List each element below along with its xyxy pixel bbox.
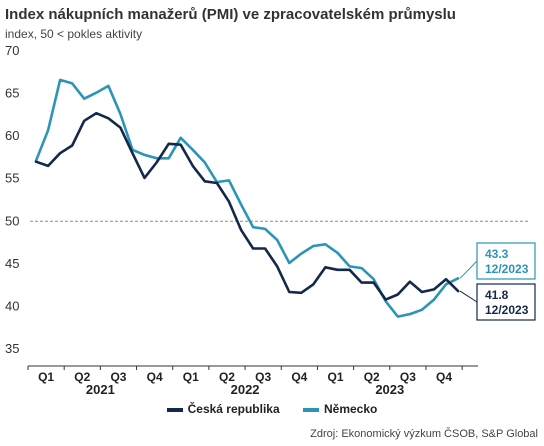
legend-label-de: Německo bbox=[324, 401, 378, 416]
callout-value-de: 43.3 bbox=[485, 247, 509, 261]
legend-item-de: Německo bbox=[303, 402, 377, 416]
legend-label-cz: Česká republika bbox=[187, 401, 280, 416]
x-tick-label-q4: Q4 bbox=[291, 370, 307, 384]
x-tick-label-q4: Q4 bbox=[147, 370, 163, 384]
x-tick-label-q4: Q4 bbox=[436, 370, 452, 384]
y-tick-label-65: 65 bbox=[5, 86, 19, 101]
legend-swatch-cz bbox=[166, 407, 183, 412]
callout-box-de bbox=[476, 242, 536, 280]
y-tick-label-35: 35 bbox=[5, 341, 19, 356]
x-year-label-2023: 2023 bbox=[375, 382, 404, 397]
callout-leader-cz bbox=[459, 290, 478, 303]
y-tick-label-55: 55 bbox=[5, 171, 19, 186]
callout-date-de: 12/2023 bbox=[485, 262, 529, 276]
legend-item-cz: Česká republika bbox=[166, 401, 280, 416]
series-line-de bbox=[34, 78, 460, 318]
x-tick-label-q3: Q3 bbox=[400, 370, 416, 384]
pmi-chart: 35 40 45 50 55 60 65 70 Q1 Q2 Q3 Q4 Q1 Q2 Q3 Q4 Q1 Q2 Q3 Q4… bbox=[5, 43, 536, 397]
callout-value-cz: 41.8 bbox=[485, 288, 509, 302]
y-tick-label-70: 70 bbox=[5, 43, 19, 58]
y-tick-label-40: 40 bbox=[5, 298, 19, 313]
callout-leader-de bbox=[459, 260, 478, 279]
y-tick-label-45: 45 bbox=[5, 256, 19, 271]
x-year-label-2021: 2021 bbox=[86, 382, 115, 397]
x-tick-label-q3: Q3 bbox=[110, 370, 126, 384]
x-tick-label-q2: Q2 bbox=[364, 370, 380, 384]
x-tick-label-q3: Q3 bbox=[255, 370, 271, 384]
series-line-cz bbox=[34, 111, 460, 301]
legend-swatch-de bbox=[303, 407, 319, 412]
x-tick-label-q2: Q2 bbox=[74, 370, 90, 384]
x-tick-label-q1: Q1 bbox=[38, 370, 54, 384]
y-tick-label-50: 50 bbox=[5, 213, 19, 228]
y-tick-label-60: 60 bbox=[5, 128, 19, 143]
source-note: Zdroj: Ekonomický výzkum ČSOB, S&P Globa… bbox=[310, 428, 538, 440]
x-tick-label-q1: Q1 bbox=[328, 370, 344, 384]
x-tick-label-q1: Q1 bbox=[183, 370, 199, 384]
chart-title: Index nákupních manažerů (PMI) ve zpraco… bbox=[5, 6, 456, 23]
legend: Česká republika Německo bbox=[0, 401, 544, 416]
x-tick-label-q2: Q2 bbox=[219, 370, 235, 384]
x-year-label-2022: 2022 bbox=[231, 382, 260, 397]
callout-box-cz bbox=[476, 283, 536, 321]
chart-subtitle: index, 50 < pokles aktivity bbox=[5, 27, 143, 41]
callout-date-cz: 12/2023 bbox=[485, 303, 529, 317]
